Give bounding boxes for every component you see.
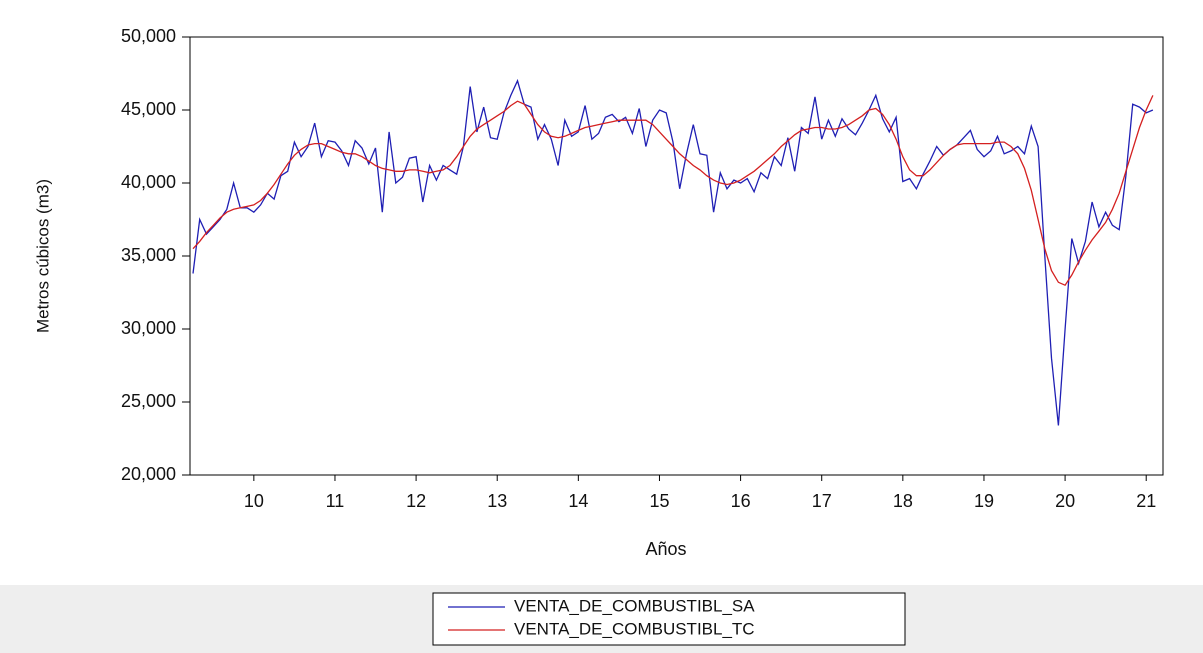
y-tick-label: 25,000 [121,391,176,411]
x-tick-label: 14 [568,491,588,511]
x-tick-label: 13 [487,491,507,511]
series-line [192,78,1154,426]
plot-frame [189,36,1164,476]
legend-label: VENTA_DE_COMBUSTIBL_SA [514,596,755,615]
y-tick-label: 50,000 [121,26,176,46]
y-axis-label: Metros cúbicos (m3) [33,179,52,333]
y-tick-label: 20,000 [121,464,176,484]
x-tick-label: 17 [812,491,832,511]
x-tick-label: 20 [1055,491,1075,511]
x-tick-label: 12 [406,491,426,511]
x-tick-label: 21 [1136,491,1156,511]
y-tick-label: 30,000 [121,318,176,338]
x-tick-label: 10 [244,491,264,511]
legend-box [432,592,906,646]
legend-label: VENTA_DE_COMBUSTIBL_TC [514,619,755,638]
x-axis-label: Años [645,539,686,559]
x-tick-label: 16 [731,491,751,511]
y-tick-label: 35,000 [121,245,176,265]
y-tick-label: 40,000 [121,172,176,192]
x-tick-label: 19 [974,491,994,511]
y-tick-label: 45,000 [121,99,176,119]
x-tick-label: 18 [893,491,913,511]
series-line [192,95,1154,287]
x-tick-label: 15 [649,491,669,511]
x-tick-label: 11 [326,491,345,511]
